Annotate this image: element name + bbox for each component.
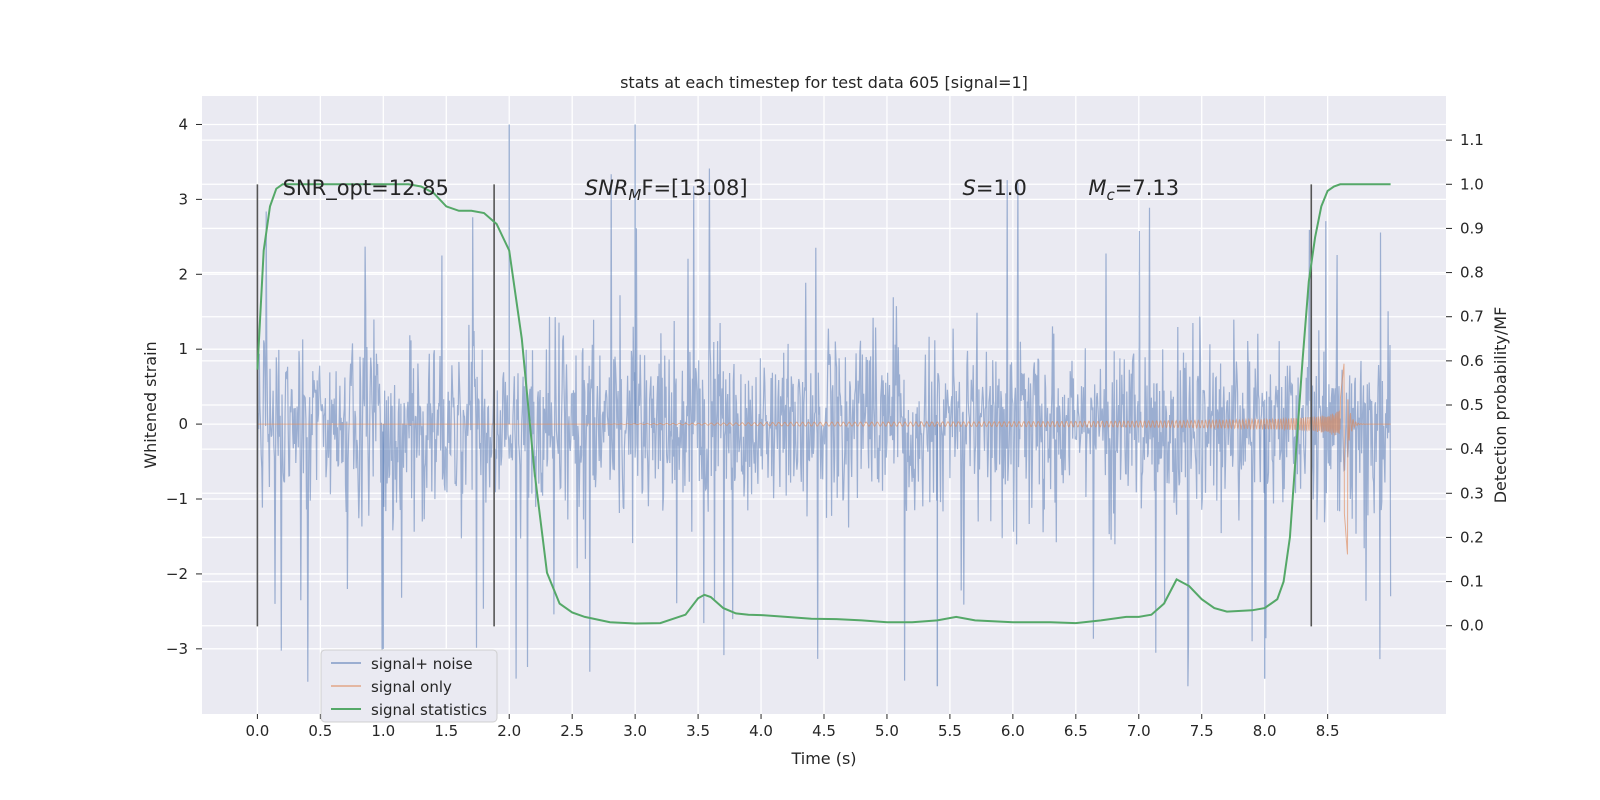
y2-tick-label: 0.7: [1460, 308, 1484, 326]
legend-label-signal-plus-noise: signal+ noise: [371, 655, 473, 673]
y-axis-left: −3 −2 −1 0 1 2 3 4: [166, 115, 202, 658]
x-tick-label: 4.5: [812, 722, 836, 740]
annotation-1: SNRMF=[13.08]: [585, 176, 748, 204]
y-tick-label: 3: [178, 190, 188, 208]
y2-tick-label: 0.4: [1460, 440, 1484, 458]
y-axis-right: 0.0 0.1 0.2 0.3 0.4 0.5 0.6 0.7 0.8 0.9 1.0 1.1: [1446, 131, 1484, 635]
x-tick-label: 0.5: [308, 722, 332, 740]
y2-tick-label: 0.8: [1460, 264, 1484, 282]
y-tick-label: −2: [166, 565, 188, 583]
y2-tick-label: 1.0: [1460, 175, 1484, 193]
x-tick-label: 8.0: [1253, 722, 1277, 740]
legend-label-signal-only: signal only: [371, 678, 452, 696]
x-tick-label: 0.0: [245, 722, 269, 740]
legend: signal+ noise signal only signal statist…: [320, 649, 498, 723]
y2-tick-label: 0.6: [1460, 352, 1484, 370]
annotation-2: S=1.0: [963, 176, 1027, 200]
x-tick-label: 5.0: [875, 722, 899, 740]
y-tick-label: −3: [166, 640, 188, 658]
series-signal-only: [257, 363, 1391, 555]
legend-label-signal-statistics: signal statistics: [371, 701, 487, 719]
legend-box: [320, 649, 498, 723]
series-signal-plus-noise: [256, 124, 1392, 687]
x-axis: 0.0 0.5 1.0 1.5 2.0 2.5 3.0 3.5 4.0 4.5 5.0 5.5 6.0 6…: [245, 714, 1340, 740]
y2-tick-label: 0.1: [1460, 573, 1484, 591]
y2-tick-label: 1.1: [1460, 131, 1484, 149]
y2-tick-label: 0.2: [1460, 528, 1484, 546]
signal-statistics-line: [256, 183, 1391, 625]
x-tick-label: 7.0: [1127, 722, 1151, 740]
y2-tick-label: 0.3: [1460, 484, 1484, 502]
x-tick-label: 5.5: [938, 722, 962, 740]
x-tick-label: 2.0: [497, 722, 521, 740]
y-tick-label: 4: [178, 115, 188, 133]
annotation-0: SNR_opt=12.85: [283, 176, 449, 201]
x-tick-label: 8.5: [1316, 722, 1340, 740]
x-tick-label: 3.5: [686, 722, 710, 740]
y-tick-label: 0: [178, 415, 188, 433]
y-tick-label: 2: [178, 265, 188, 283]
annotation-3: Mc=7.13: [1088, 176, 1179, 204]
x-tick-label: 2.5: [560, 722, 584, 740]
y2-tick-label: 0.5: [1460, 396, 1484, 414]
series-signal-statistics: [256, 183, 1391, 625]
annotations: SNR_opt=12.85 SNRMF=[13.08] S=1.0 Mc=7.13: [283, 176, 1180, 204]
signal-only-line: [257, 363, 1391, 555]
y2-tick-label: 0.9: [1460, 219, 1484, 237]
y2-axis-title: Detection probability/MF: [1491, 307, 1510, 504]
x-tick-label: 7.5: [1190, 722, 1214, 740]
x-axis-title: Time (s): [790, 749, 856, 768]
y-tick-label: −1: [166, 490, 188, 508]
x-tick-label: 6.0: [1001, 722, 1025, 740]
chart-title: stats at each timestep for test data 605…: [620, 73, 1028, 92]
x-tick-label: 1.0: [371, 722, 395, 740]
x-tick-label: 4.0: [749, 722, 773, 740]
x-tick-label: 6.5: [1064, 722, 1088, 740]
y-tick-label: 1: [178, 340, 188, 358]
x-tick-label: 1.5: [434, 722, 458, 740]
y-axis-title: Whitened strain: [141, 341, 160, 468]
x-tick-label: 3.0: [623, 722, 647, 740]
y2-tick-label: 0.0: [1460, 617, 1484, 635]
